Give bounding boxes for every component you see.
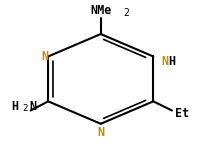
Text: NMe: NMe [90, 4, 111, 17]
Text: Et: Et [175, 107, 189, 120]
Text: H: H [169, 55, 176, 68]
Text: N: N [97, 126, 104, 139]
Text: 2: 2 [22, 104, 27, 113]
Text: N: N [41, 50, 48, 63]
Text: N: N [30, 100, 37, 113]
Text: H: H [11, 100, 18, 113]
Text: 2: 2 [124, 8, 130, 18]
Text: N: N [161, 55, 168, 68]
